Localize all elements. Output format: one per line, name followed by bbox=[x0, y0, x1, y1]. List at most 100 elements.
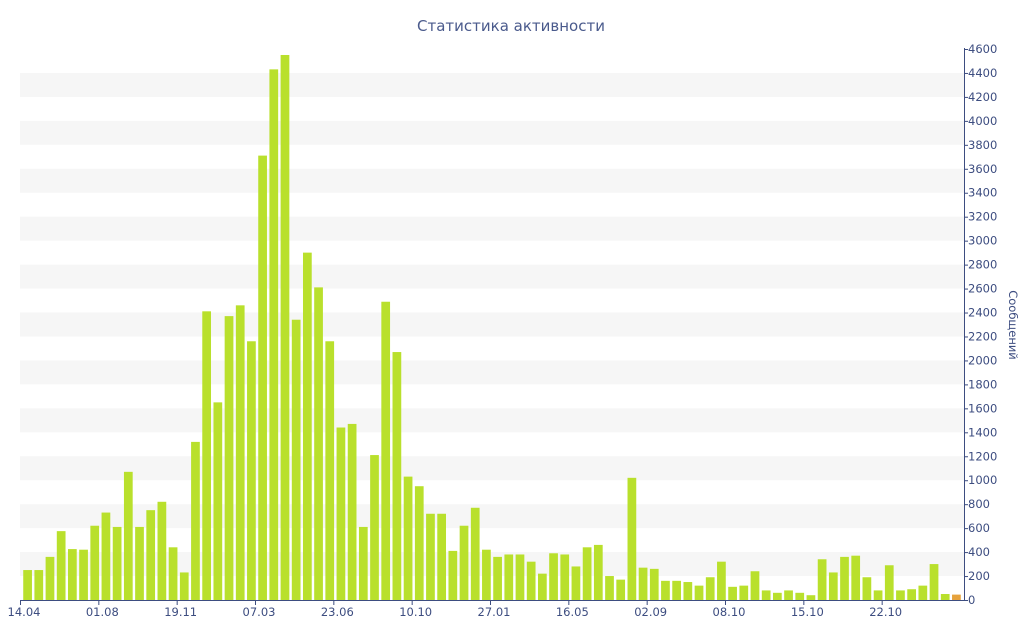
bar bbox=[258, 155, 267, 601]
bar bbox=[694, 585, 704, 600]
bar bbox=[784, 590, 793, 600]
chart-title: Статистика активности bbox=[417, 17, 605, 35]
bar bbox=[414, 486, 424, 600]
y-tick-label: 0 bbox=[968, 593, 975, 607]
bar bbox=[459, 525, 469, 600]
x-tick-label: 22.10 bbox=[869, 605, 902, 619]
bar bbox=[918, 585, 928, 600]
grid-band bbox=[20, 504, 964, 529]
bar bbox=[728, 586, 737, 600]
bar bbox=[79, 549, 88, 600]
x-tick-label: 01.08 bbox=[86, 605, 119, 619]
y-tick-label: 3200 bbox=[968, 210, 997, 224]
bar bbox=[661, 580, 670, 600]
x-tick-label: 19.11 bbox=[164, 605, 197, 619]
bar bbox=[280, 54, 290, 601]
y-axis-ticks: 0 200 400 600 800 1000 1200 1400 1600 1800 2000 220… bbox=[964, 42, 997, 607]
bar bbox=[56, 531, 66, 601]
bar bbox=[325, 341, 335, 600]
bar bbox=[403, 476, 413, 600]
bar bbox=[907, 589, 917, 600]
y-tick-label: 4200 bbox=[968, 90, 997, 104]
y-axis-label: Сообщений bbox=[1006, 290, 1020, 360]
bar bbox=[638, 567, 648, 600]
bar bbox=[392, 352, 402, 600]
bar bbox=[851, 555, 861, 600]
bar bbox=[123, 471, 133, 600]
bar bbox=[101, 512, 111, 600]
grid-band bbox=[20, 168, 964, 193]
grid-band bbox=[20, 216, 964, 241]
y-tick-label: 2200 bbox=[968, 329, 997, 343]
bar bbox=[616, 579, 626, 600]
y-tick-label: 400 bbox=[968, 545, 990, 559]
bar bbox=[795, 592, 805, 600]
bar bbox=[448, 550, 458, 600]
bar bbox=[515, 554, 525, 600]
bar bbox=[269, 69, 279, 601]
bar bbox=[817, 559, 827, 600]
bar bbox=[135, 526, 144, 600]
x-tick-label: 23.06 bbox=[321, 605, 354, 619]
y-tick-label: 1400 bbox=[968, 425, 997, 439]
x-tick-label: 27.01 bbox=[478, 605, 511, 619]
bar bbox=[224, 316, 234, 600]
y-tick-label: 1600 bbox=[968, 401, 997, 415]
bar bbox=[582, 547, 592, 600]
grid-band bbox=[20, 408, 964, 433]
bar bbox=[247, 341, 256, 600]
y-tick-label: 4400 bbox=[968, 66, 997, 80]
y-tick-label: 2600 bbox=[968, 282, 997, 296]
bar bbox=[537, 573, 547, 600]
x-tick-label: 10.10 bbox=[399, 605, 432, 619]
bar bbox=[683, 582, 693, 600]
bar bbox=[593, 544, 603, 600]
y-tick-label: 4000 bbox=[968, 114, 997, 128]
bar bbox=[649, 568, 659, 600]
y-tick-label: 3800 bbox=[968, 138, 997, 152]
bar bbox=[526, 561, 536, 600]
bar bbox=[761, 590, 771, 600]
bar bbox=[672, 580, 682, 600]
bar bbox=[426, 513, 435, 600]
x-tick-label: 07.03 bbox=[243, 605, 276, 619]
bar bbox=[717, 561, 726, 600]
bar bbox=[772, 592, 782, 600]
x-tick-label: 08.10 bbox=[713, 605, 746, 619]
bar bbox=[739, 585, 749, 600]
bar bbox=[828, 572, 838, 600]
x-tick-label: 15.10 bbox=[791, 605, 824, 619]
y-tick-label: 4600 bbox=[968, 42, 997, 56]
bar bbox=[67, 549, 77, 600]
bar bbox=[750, 571, 760, 600]
bar bbox=[146, 510, 156, 600]
y-tick-label: 3600 bbox=[968, 162, 997, 176]
bar bbox=[213, 402, 223, 600]
bar bbox=[112, 526, 122, 600]
bar bbox=[504, 554, 514, 600]
y-tick-label: 1200 bbox=[968, 449, 997, 463]
bar bbox=[302, 252, 312, 600]
bar bbox=[705, 577, 715, 600]
bar bbox=[840, 556, 849, 600]
bar bbox=[179, 572, 189, 600]
x-tick-label: 16.05 bbox=[556, 605, 589, 619]
bar bbox=[560, 554, 570, 600]
bar bbox=[291, 319, 301, 600]
y-tick-label: 3400 bbox=[968, 186, 997, 200]
bar bbox=[493, 556, 502, 600]
bar bbox=[571, 566, 581, 600]
bar bbox=[336, 427, 346, 600]
bar bbox=[884, 565, 894, 600]
bar bbox=[896, 590, 905, 600]
bar bbox=[23, 570, 32, 600]
x-tick-label: 14.04 bbox=[8, 605, 41, 619]
bar bbox=[482, 549, 491, 600]
grid-band bbox=[20, 360, 964, 385]
bar bbox=[157, 501, 167, 600]
bar bbox=[862, 577, 872, 600]
bar bbox=[806, 595, 816, 600]
bar bbox=[90, 525, 100, 600]
bar bbox=[202, 311, 212, 600]
